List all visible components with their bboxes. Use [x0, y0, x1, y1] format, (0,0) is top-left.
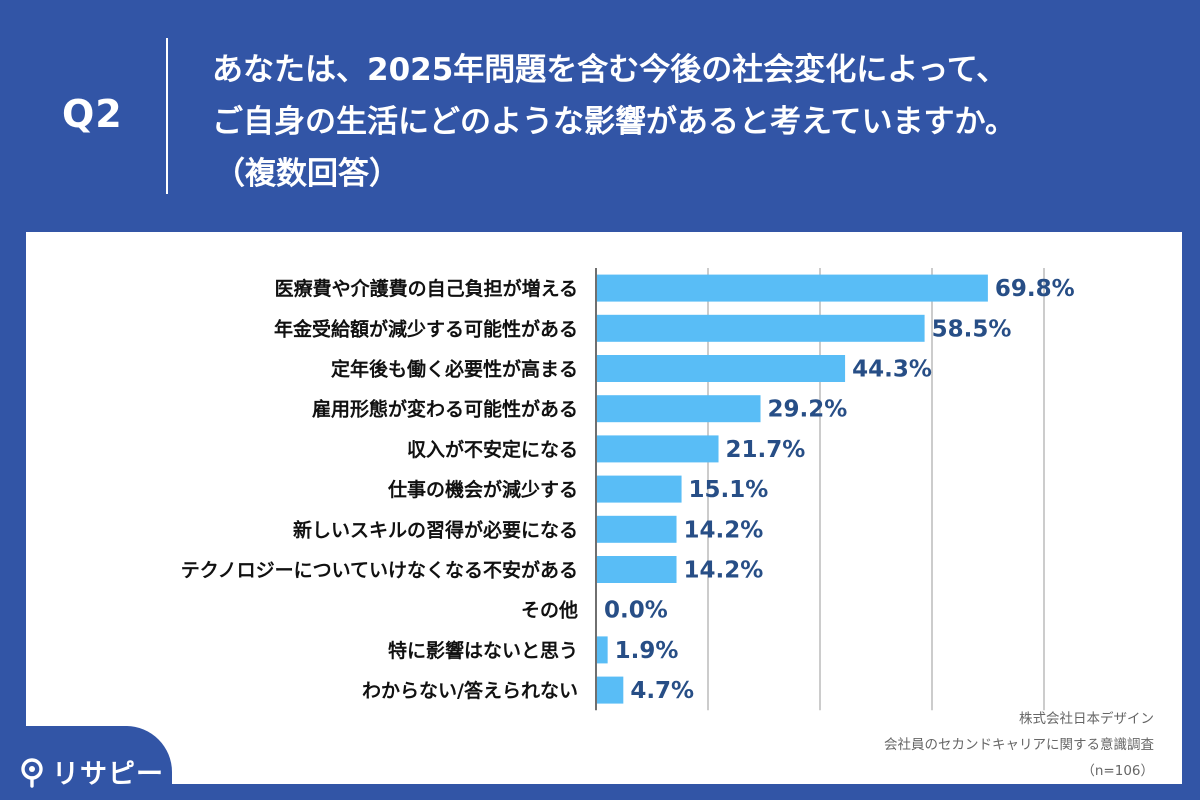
- pin-icon: [21, 758, 43, 788]
- value-label: 58.5%: [932, 316, 1012, 342]
- source-sample-size: （n=106）: [1081, 763, 1154, 779]
- brand-logo: リサピー: [0, 726, 172, 800]
- bar-chart: 医療費や介護費の自己負担が増える 69.8% 年金受給額が減少する可能性がある 58.…: [181, 268, 1075, 711]
- value-label: 21.7%: [726, 437, 806, 463]
- category-label: その他: [521, 599, 578, 622]
- question-text: あなたは、2025年問題を含む今後の社会変化によって、 ご自身の生活にどのような…: [212, 44, 1172, 200]
- bar: [597, 636, 608, 664]
- source-note: 株式会社日本デザイン 会社員のセカンドキャリアに関する意識調査 （n=106）: [734, 706, 1154, 784]
- question-number: Q2: [62, 92, 123, 136]
- value-label: 0.0%: [604, 598, 668, 624]
- value-label: 14.2%: [684, 558, 764, 584]
- brand-name: リサピー: [52, 759, 164, 790]
- bar: [597, 274, 988, 302]
- bar: [597, 314, 925, 342]
- chart-card: 医療費や介護費の自己負担が増える 69.8% 年金受給額が減少する可能性がある 58.…: [26, 232, 1182, 784]
- bar: [597, 435, 719, 463]
- bar: [597, 475, 682, 503]
- source-company: 株式会社日本デザイン: [1019, 711, 1154, 727]
- value-label: 69.8%: [995, 276, 1075, 302]
- category-label: 雇用形態が変わる可能性がある: [312, 398, 578, 421]
- bar: [597, 556, 677, 583]
- category-label: 年金受給額が減少する可能性がある: [274, 317, 578, 340]
- category-label: 仕事の機会が減少する: [387, 478, 578, 501]
- question-line-2: ご自身の生活にどのような影響があると考えていますか。: [212, 104, 1016, 140]
- value-label: 4.7%: [630, 678, 694, 704]
- category-label: 新しいスキルの習得が必要になる: [293, 518, 578, 541]
- bar: [597, 515, 677, 543]
- source-survey: 会社員のセカンドキャリアに関する意識調査: [884, 737, 1154, 753]
- question-line-1: あなたは、2025年問題を含む今後の社会変化によって、: [212, 52, 1008, 88]
- bar: [597, 676, 624, 704]
- value-label: 14.2%: [684, 517, 764, 543]
- bar: [597, 395, 761, 423]
- value-label: 1.9%: [615, 638, 679, 664]
- value-label: 15.1%: [689, 477, 769, 503]
- category-label: 定年後も働く必要性が高まる: [331, 358, 578, 381]
- value-label: 29.2%: [768, 397, 848, 423]
- value-label: 44.3%: [852, 357, 932, 383]
- question-line-3: （複数回答）: [214, 156, 400, 192]
- category-label: わからない/答えられない: [362, 679, 578, 702]
- bar: [597, 355, 846, 382]
- category-label: 収入が不安定になる: [407, 438, 578, 461]
- category-label: 特に影響はないと思う: [388, 639, 578, 662]
- header: Q2 あなたは、2025年問題を含む今後の社会変化によって、 ご自身の生活にどの…: [0, 0, 1200, 232]
- header-divider: [166, 38, 168, 194]
- category-label: テクノロジーについていけなくなる不安がある: [181, 559, 578, 582]
- category-label: 医療費や介護費の自己負担が増える: [275, 277, 578, 300]
